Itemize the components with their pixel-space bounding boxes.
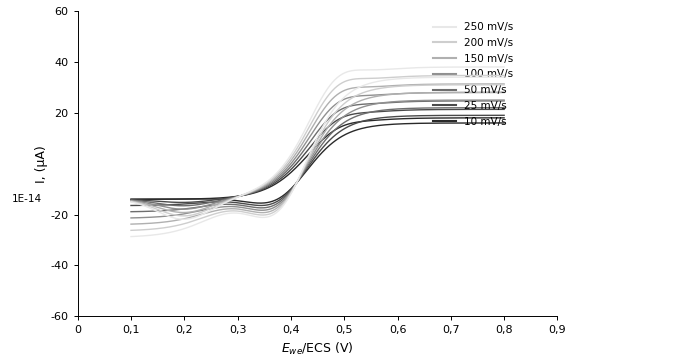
Legend: 250 mV/s, 200 mV/s, 150 mV/s, 100 mV/s, 50 mV/s, 25 mV/s, 10 mV/s: 250 mV/s, 200 mV/s, 150 mV/s, 100 mV/s, … [433, 22, 514, 127]
X-axis label: $E_{we}$/ECS (V): $E_{we}$/ECS (V) [281, 341, 354, 357]
Text: 1E-14: 1E-14 [12, 194, 42, 204]
Y-axis label: I, (μA): I, (μA) [35, 145, 48, 182]
